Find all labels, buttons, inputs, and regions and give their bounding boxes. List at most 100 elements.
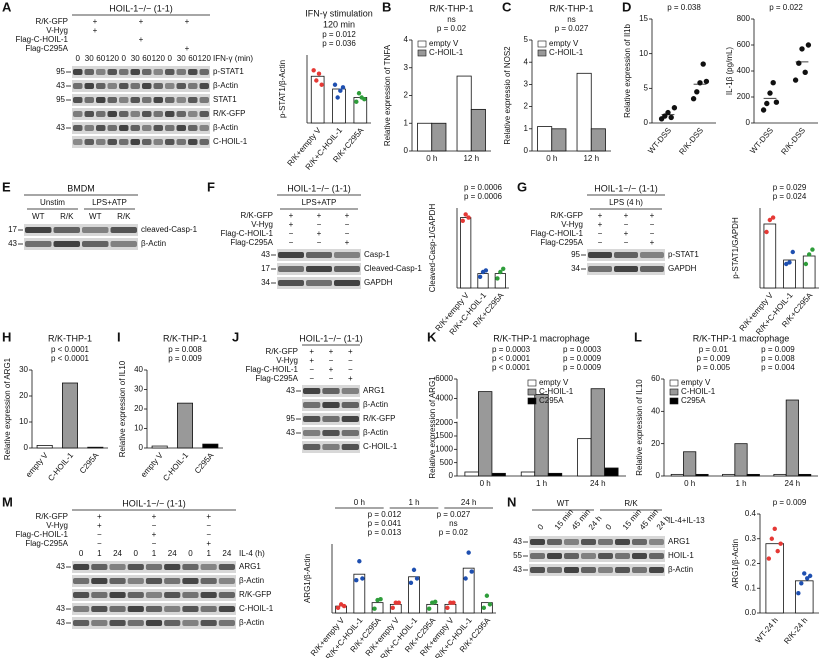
bar	[470, 108, 486, 152]
band-label: Casp-1	[364, 250, 390, 259]
x-tick-label: empty V	[24, 450, 50, 479]
band-label: β-Actin	[668, 565, 693, 574]
blot-band	[73, 564, 90, 570]
data-point	[799, 46, 805, 52]
y-tick-label: 5	[524, 35, 529, 44]
blot-band	[119, 111, 129, 117]
y-tick-label: 15	[639, 14, 648, 23]
blot-band	[119, 139, 129, 145]
lane-label: 120	[106, 54, 120, 63]
y-tick-label: 0	[24, 443, 29, 452]
condition-mark: +	[317, 211, 322, 220]
bar	[802, 255, 816, 289]
legend-swatch	[669, 388, 679, 396]
x-tick-label: R/K-24 h	[782, 616, 809, 646]
p-value: p = 0.0009	[563, 354, 602, 363]
blot-band	[84, 83, 94, 89]
blot-band	[153, 69, 163, 75]
blot-band	[142, 139, 152, 145]
blot-band	[188, 83, 198, 89]
data-point	[703, 78, 710, 85]
blot-band	[73, 139, 83, 145]
blot-band	[107, 111, 117, 117]
p-value: p = 0.022	[769, 3, 803, 12]
data-point	[354, 578, 359, 583]
blot-band	[218, 592, 235, 598]
blot-band	[142, 125, 152, 131]
bar	[87, 446, 104, 449]
bar	[798, 473, 812, 477]
blot-band	[142, 111, 152, 117]
band-label: R/K-GFP	[239, 590, 271, 599]
bar	[481, 602, 493, 614]
data-point	[807, 573, 813, 579]
blot-band	[334, 280, 360, 286]
condition-mark: −	[345, 229, 350, 238]
legend-swatch	[417, 40, 427, 48]
blot-band	[306, 266, 332, 272]
blot-band	[73, 578, 90, 584]
band-label: GAPDH	[668, 264, 697, 273]
p-value: p = 0.012	[368, 510, 402, 519]
blot-title: HOIL-1−/− (1-1)	[287, 183, 351, 193]
blot-strip	[72, 94, 210, 106]
condition-label: R/K-GFP	[36, 17, 68, 26]
x-tick-label: 1 h	[735, 479, 746, 488]
data-point	[483, 268, 489, 273]
blot-band	[73, 592, 90, 598]
condition-mark: −	[289, 238, 294, 247]
lane-label: 30	[85, 54, 94, 63]
mw-marker: 43	[261, 250, 270, 259]
y-tick-label: 1	[404, 118, 409, 127]
p-value: p = 0.008	[761, 354, 795, 363]
blot-band	[322, 416, 340, 422]
data-point	[665, 109, 671, 116]
blot-band	[153, 139, 163, 145]
legend-swatch	[527, 379, 537, 387]
blot-band	[91, 592, 108, 598]
blot-band	[341, 444, 359, 450]
blot-band	[96, 125, 106, 131]
data-point	[335, 605, 341, 611]
y-axis-label: Relative expression of Il1b	[623, 24, 632, 118]
blot-band	[96, 83, 106, 89]
legend-label: empty V	[549, 39, 579, 48]
y-tick-label: 20	[651, 439, 660, 448]
blot-band	[91, 564, 108, 570]
legend-label: C-HOIL-1	[429, 48, 464, 57]
p-value: p < 0.0001	[492, 354, 531, 363]
band-label: β-Actin	[239, 576, 264, 585]
bar	[746, 473, 760, 477]
y-tick-label: 0.1	[745, 583, 757, 592]
bar	[604, 467, 619, 477]
data-point	[354, 99, 359, 104]
blot-band	[164, 620, 181, 626]
bar	[310, 75, 325, 124]
blot-band	[182, 620, 199, 626]
blot-band	[130, 125, 140, 131]
blot-band	[182, 592, 199, 598]
blot-band	[199, 111, 209, 117]
condition-mark: −	[317, 220, 322, 229]
blot-band	[91, 578, 108, 584]
blot-strip	[72, 122, 210, 134]
data-point	[319, 82, 324, 87]
bar	[520, 471, 536, 477]
band-label: p-STAT1	[668, 250, 699, 259]
blot-band	[632, 553, 647, 559]
blot-band	[615, 553, 630, 559]
y-tick-label: 30	[134, 385, 143, 394]
p-value: p = 0.041	[368, 519, 402, 528]
condition-mark: +	[289, 220, 294, 229]
legend-swatch	[527, 388, 537, 396]
blot-title: BMDM	[67, 183, 95, 193]
blot-band	[82, 227, 109, 233]
x-tick-label: 0 h	[684, 479, 695, 488]
x-tick-label: 24 h	[785, 479, 801, 488]
data-point	[770, 215, 776, 220]
bar	[763, 223, 777, 289]
y-tick-label: 0	[449, 471, 454, 480]
condition-label: Flag-C295A	[25, 44, 68, 53]
condition-mark: +	[624, 211, 629, 220]
blot-band	[614, 252, 638, 258]
